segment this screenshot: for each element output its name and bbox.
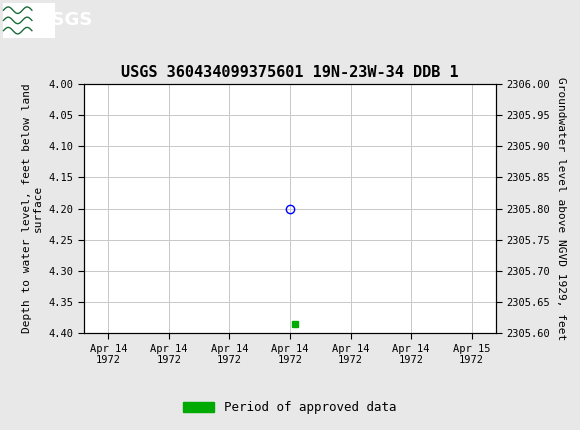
Text: USGS: USGS bbox=[38, 12, 93, 29]
FancyBboxPatch shape bbox=[3, 3, 55, 37]
Y-axis label: Groundwater level above NGVD 1929, feet: Groundwater level above NGVD 1929, feet bbox=[556, 77, 566, 340]
Text: USGS 360434099375601 19N-23W-34 DDB 1: USGS 360434099375601 19N-23W-34 DDB 1 bbox=[121, 64, 459, 80]
Y-axis label: Depth to water level, feet below land
surface: Depth to water level, feet below land su… bbox=[21, 84, 43, 333]
Legend: Period of approved data: Period of approved data bbox=[178, 396, 402, 419]
